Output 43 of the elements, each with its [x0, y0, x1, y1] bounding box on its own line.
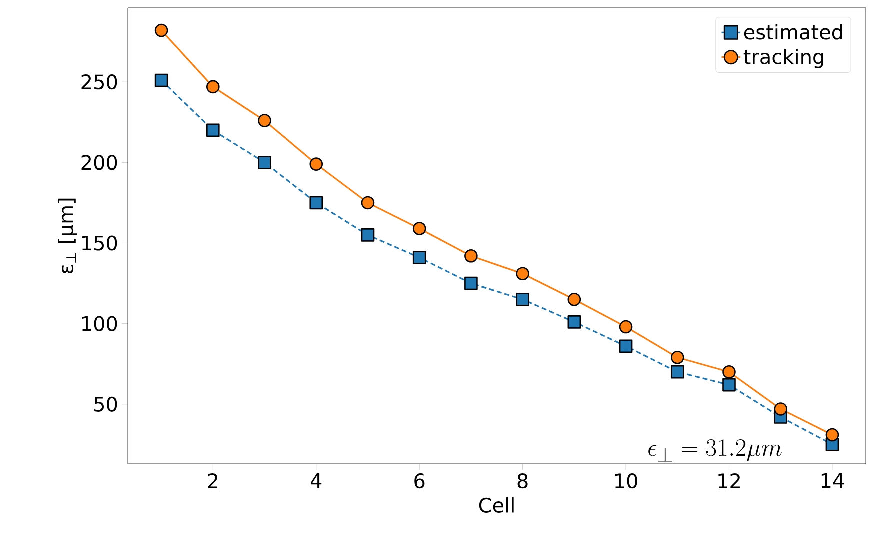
point: [670, 351, 684, 364]
y-tick-label: 150: [82, 236, 118, 251]
x-tick-label: 12: [718, 474, 740, 488]
point: [826, 428, 840, 442]
point: [722, 378, 736, 392]
point: [619, 320, 633, 334]
x-tick-label: 4: [310, 474, 322, 488]
point: [670, 366, 684, 379]
point: [568, 316, 582, 329]
y-tick-label: 200: [82, 155, 118, 170]
y-tick-label: 100: [82, 316, 118, 332]
annotation: $\epsilon_\perp = 31.2\mu m$: [648, 440, 782, 462]
x-tick-label: 6: [414, 474, 425, 489]
point: [361, 196, 375, 210]
point: [206, 124, 220, 138]
y-tick-label: 50: [94, 396, 118, 412]
x-tick-label: 10: [616, 474, 638, 489]
x-tick-label: 8: [518, 474, 528, 489]
point: [361, 228, 375, 242]
legend-label: estimated: [744, 24, 842, 40]
legend-label: tracking: [744, 49, 824, 68]
point: [154, 74, 168, 88]
point: [412, 222, 426, 236]
point: [310, 196, 324, 210]
point: [258, 156, 272, 170]
x-tick-label: 2: [208, 474, 218, 488]
point: [774, 402, 788, 416]
point: [206, 80, 220, 94]
point: [722, 366, 736, 379]
point: [516, 267, 530, 281]
point: [310, 158, 324, 171]
point: [464, 249, 478, 263]
point: [258, 114, 272, 128]
point: [154, 24, 168, 38]
point: [516, 292, 530, 306]
y-tick-label: 250: [82, 74, 118, 90]
point: [412, 251, 426, 264]
x-tick-label: 14: [822, 474, 844, 488]
y-axis-title: ε$_{⊥}$ [μm]: [58, 198, 78, 274]
point: [464, 276, 478, 290]
x-axis-title: Cell: [479, 498, 514, 514]
point: [619, 340, 633, 354]
point: [568, 292, 582, 306]
